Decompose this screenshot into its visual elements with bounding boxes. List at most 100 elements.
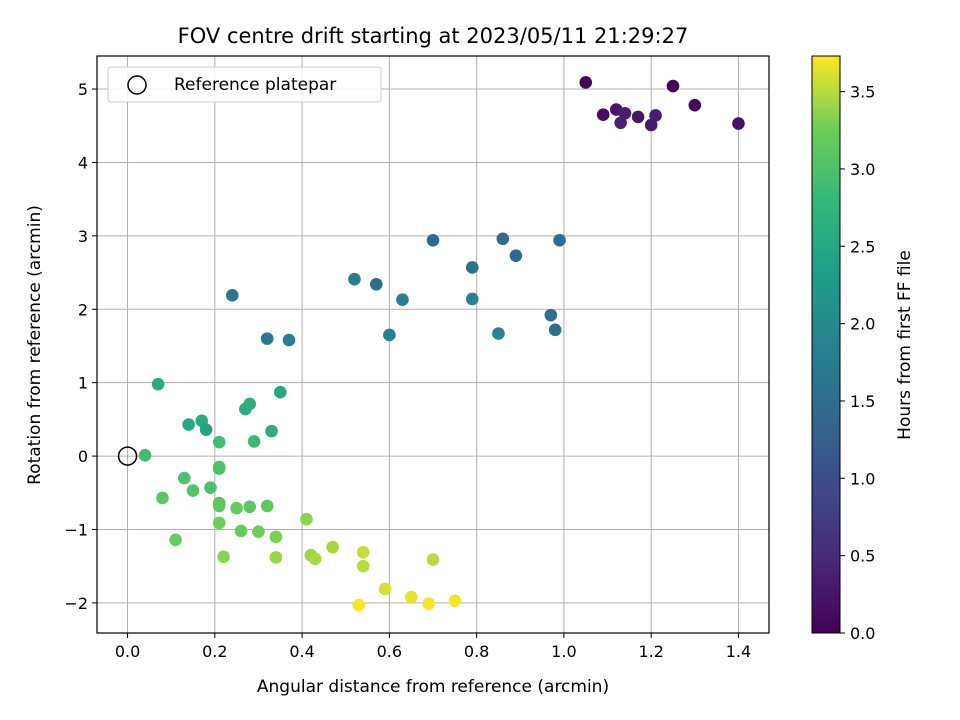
data-point <box>199 423 213 436</box>
reference-marker-group <box>117 446 138 466</box>
y-tick-label: 1 <box>78 374 88 393</box>
x-axis-label: Angular distance from reference (arcmin) <box>257 677 609 697</box>
colorbar-tick-label: 2.5 <box>850 237 875 256</box>
data-point <box>618 106 632 120</box>
data-point <box>265 424 278 438</box>
data-point <box>212 435 226 449</box>
x-tick-label: 0.4 <box>289 642 314 661</box>
data-point <box>378 582 392 596</box>
grid-lines <box>97 56 769 633</box>
data-point <box>348 272 361 286</box>
data-point <box>212 516 226 530</box>
colorbar-tick-label: 1.5 <box>850 392 875 411</box>
y-tick-label: −1 <box>64 520 88 539</box>
data-point <box>553 233 566 247</box>
data-point <box>688 98 702 112</box>
y-tick-label: 5 <box>78 80 88 99</box>
x-tick-label: 1.0 <box>551 642 576 661</box>
y-tick-label: 3 <box>78 227 88 246</box>
data-point <box>234 524 248 538</box>
data-point <box>269 530 283 544</box>
data-point <box>273 385 287 399</box>
data-point <box>544 308 558 322</box>
data-point <box>509 249 523 262</box>
y-axis-label: Rotation from reference (arcmin) <box>25 205 45 485</box>
chart-title: FOV centre drift starting at 2023/05/11 … <box>178 24 689 48</box>
y-tick-label: 0 <box>78 447 88 466</box>
data-point <box>356 559 370 573</box>
data-point <box>260 499 274 513</box>
colorbar-tick-label: 2.0 <box>850 315 875 334</box>
legend-box <box>107 66 382 103</box>
data-point <box>426 233 440 247</box>
x-tick-label: 0.6 <box>377 642 402 661</box>
data-point <box>548 323 562 337</box>
data-point <box>614 116 627 130</box>
data-point <box>204 481 217 494</box>
data-point <box>169 533 182 547</box>
data-point <box>269 551 283 564</box>
y-tick-label: 2 <box>78 300 88 319</box>
data-point <box>369 278 383 291</box>
reference-platepar-marker <box>117 446 138 466</box>
data-point <box>151 377 165 391</box>
data-point <box>186 484 200 497</box>
data-point <box>243 397 257 411</box>
data-point <box>465 261 479 274</box>
legend: Reference platepar <box>107 66 382 103</box>
colorbar-tick-label: 3.0 <box>850 160 875 179</box>
data-point <box>230 501 243 515</box>
data-point <box>666 79 680 93</box>
legend-marker-circle-icon <box>127 75 147 95</box>
scatter-points <box>138 76 745 612</box>
data-point <box>212 499 226 513</box>
data-point <box>492 327 505 340</box>
data-point <box>732 117 745 130</box>
data-point <box>352 598 366 612</box>
data-point <box>247 435 261 448</box>
data-point <box>326 540 339 554</box>
data-point <box>649 109 662 122</box>
data-point <box>282 333 296 347</box>
data-point <box>448 594 462 607</box>
data-point <box>156 491 169 505</box>
colorbar-tick-label: 1.0 <box>850 469 875 488</box>
colorbar-tick-label: 0.0 <box>850 624 875 643</box>
colorbar-label: Hours from first FF file <box>895 250 915 440</box>
data-point <box>225 289 239 302</box>
data-point <box>422 597 435 610</box>
data-point <box>579 76 593 89</box>
data-point <box>177 471 191 485</box>
data-point <box>217 550 230 563</box>
data-point <box>308 552 322 566</box>
data-point <box>631 110 645 124</box>
x-tick-label: 0.0 <box>115 642 140 661</box>
x-tick-label: 0.8 <box>464 642 489 661</box>
data-point <box>396 293 409 307</box>
data-point <box>260 332 274 345</box>
data-point <box>356 545 370 559</box>
data-point <box>404 590 418 604</box>
data-point <box>426 553 440 566</box>
colorbar-tick-label: 0.5 <box>850 547 875 566</box>
data-point <box>496 232 510 246</box>
x-tick-label: 1.2 <box>638 642 663 661</box>
data-point <box>644 118 658 132</box>
y-tick-label: −2 <box>64 594 88 613</box>
data-point <box>138 449 152 462</box>
data-point <box>596 108 610 122</box>
x-tick-label: 0.2 <box>202 642 227 661</box>
plot-frame <box>96 55 770 634</box>
colorbar-tick-label: 3.5 <box>850 83 875 102</box>
data-point <box>383 328 396 342</box>
data-point <box>182 418 195 431</box>
data-point <box>252 525 265 538</box>
y-tick-label: 4 <box>78 153 88 172</box>
data-point <box>465 292 479 306</box>
data-point <box>300 512 313 526</box>
data-point <box>212 462 226 475</box>
colorbar-ticks: 0.0 0.5 1.0 1.5 2.0 2.5 3.0 3.5 <box>840 83 875 643</box>
colorbar <box>811 55 841 634</box>
x-tick-label: 1.4 <box>726 642 751 661</box>
